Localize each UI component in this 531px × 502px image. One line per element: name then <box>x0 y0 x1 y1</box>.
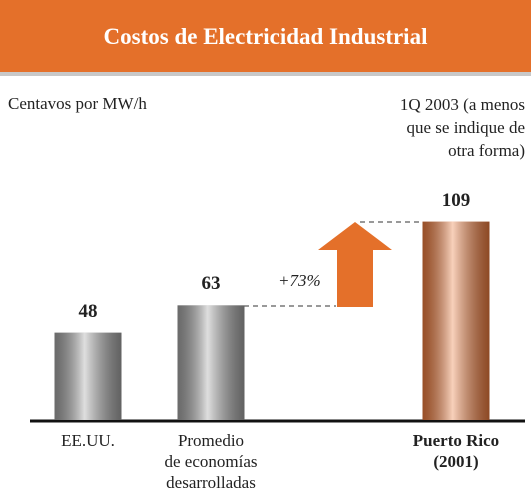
header-rule <box>0 72 531 76</box>
note: 1Q 2003 (a menos que se indique de otra … <box>399 95 525 160</box>
category-label: Promedio de economías desarrolladas <box>164 431 258 492</box>
value-label: 48 <box>78 300 98 322</box>
bar-shine <box>54 332 122 420</box>
subtitle: Centavos por MW/h <box>8 94 147 113</box>
chart-title: Costos de Electricidad Industrial <box>103 24 428 49</box>
header-band <box>0 0 531 72</box>
bar-shine <box>422 221 490 420</box>
value-label: 63 <box>201 273 221 295</box>
category-label: EE.UU. <box>61 431 115 450</box>
bar-shine <box>177 305 245 420</box>
category-label: Puerto Rico (2001) <box>412 431 500 471</box>
value-label: 109 <box>441 189 471 211</box>
increase-arrow <box>318 222 392 307</box>
annotation: +73% <box>278 271 321 290</box>
